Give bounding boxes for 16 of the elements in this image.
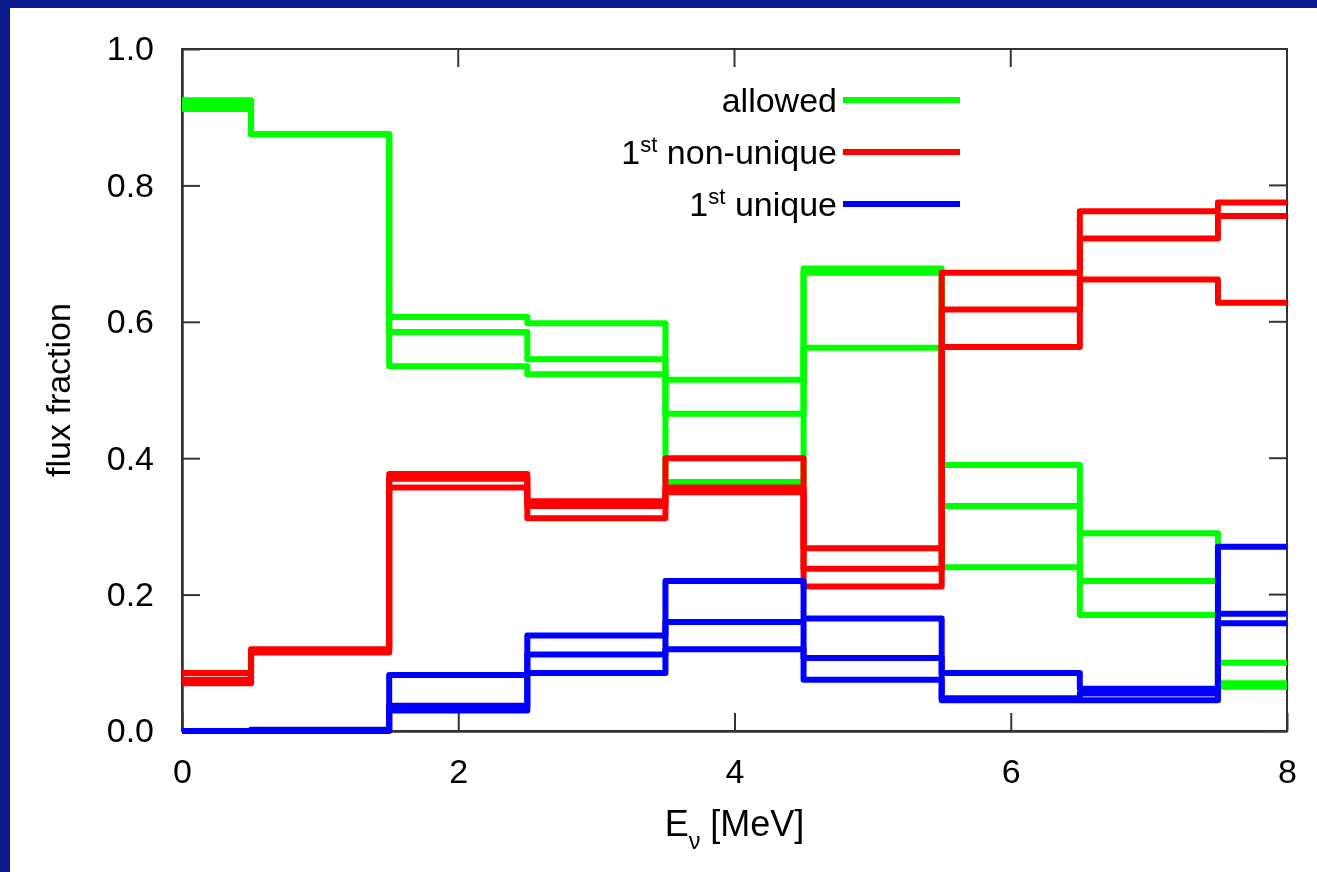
legend-label: 1$^{st}$ unique bbox=[689, 183, 837, 223]
legend-label: allowed bbox=[721, 81, 837, 119]
y-tick-label: 0.2 bbox=[106, 574, 154, 613]
x-tick-label: 8 bbox=[1278, 752, 1297, 791]
y-tick-label: 1.0 bbox=[106, 29, 154, 68]
x-axis-title: E$_{ν}$ [MeV] bbox=[664, 803, 805, 854]
x-tick-label: 2 bbox=[449, 752, 469, 791]
x-tick-label: 0 bbox=[173, 752, 192, 791]
y-tick-label: 0.8 bbox=[106, 165, 154, 204]
x-tick-label: 6 bbox=[1001, 752, 1021, 791]
y-tick-label: 0.6 bbox=[106, 302, 154, 341]
y-axis-title: flux fraction bbox=[39, 303, 77, 477]
y-tick-label: 0.0 bbox=[106, 711, 154, 750]
x-tick-label: 4 bbox=[725, 752, 745, 791]
y-tick-label: 0.4 bbox=[106, 438, 154, 477]
legend-label: 1$^{st}$ non-unique bbox=[621, 131, 837, 171]
